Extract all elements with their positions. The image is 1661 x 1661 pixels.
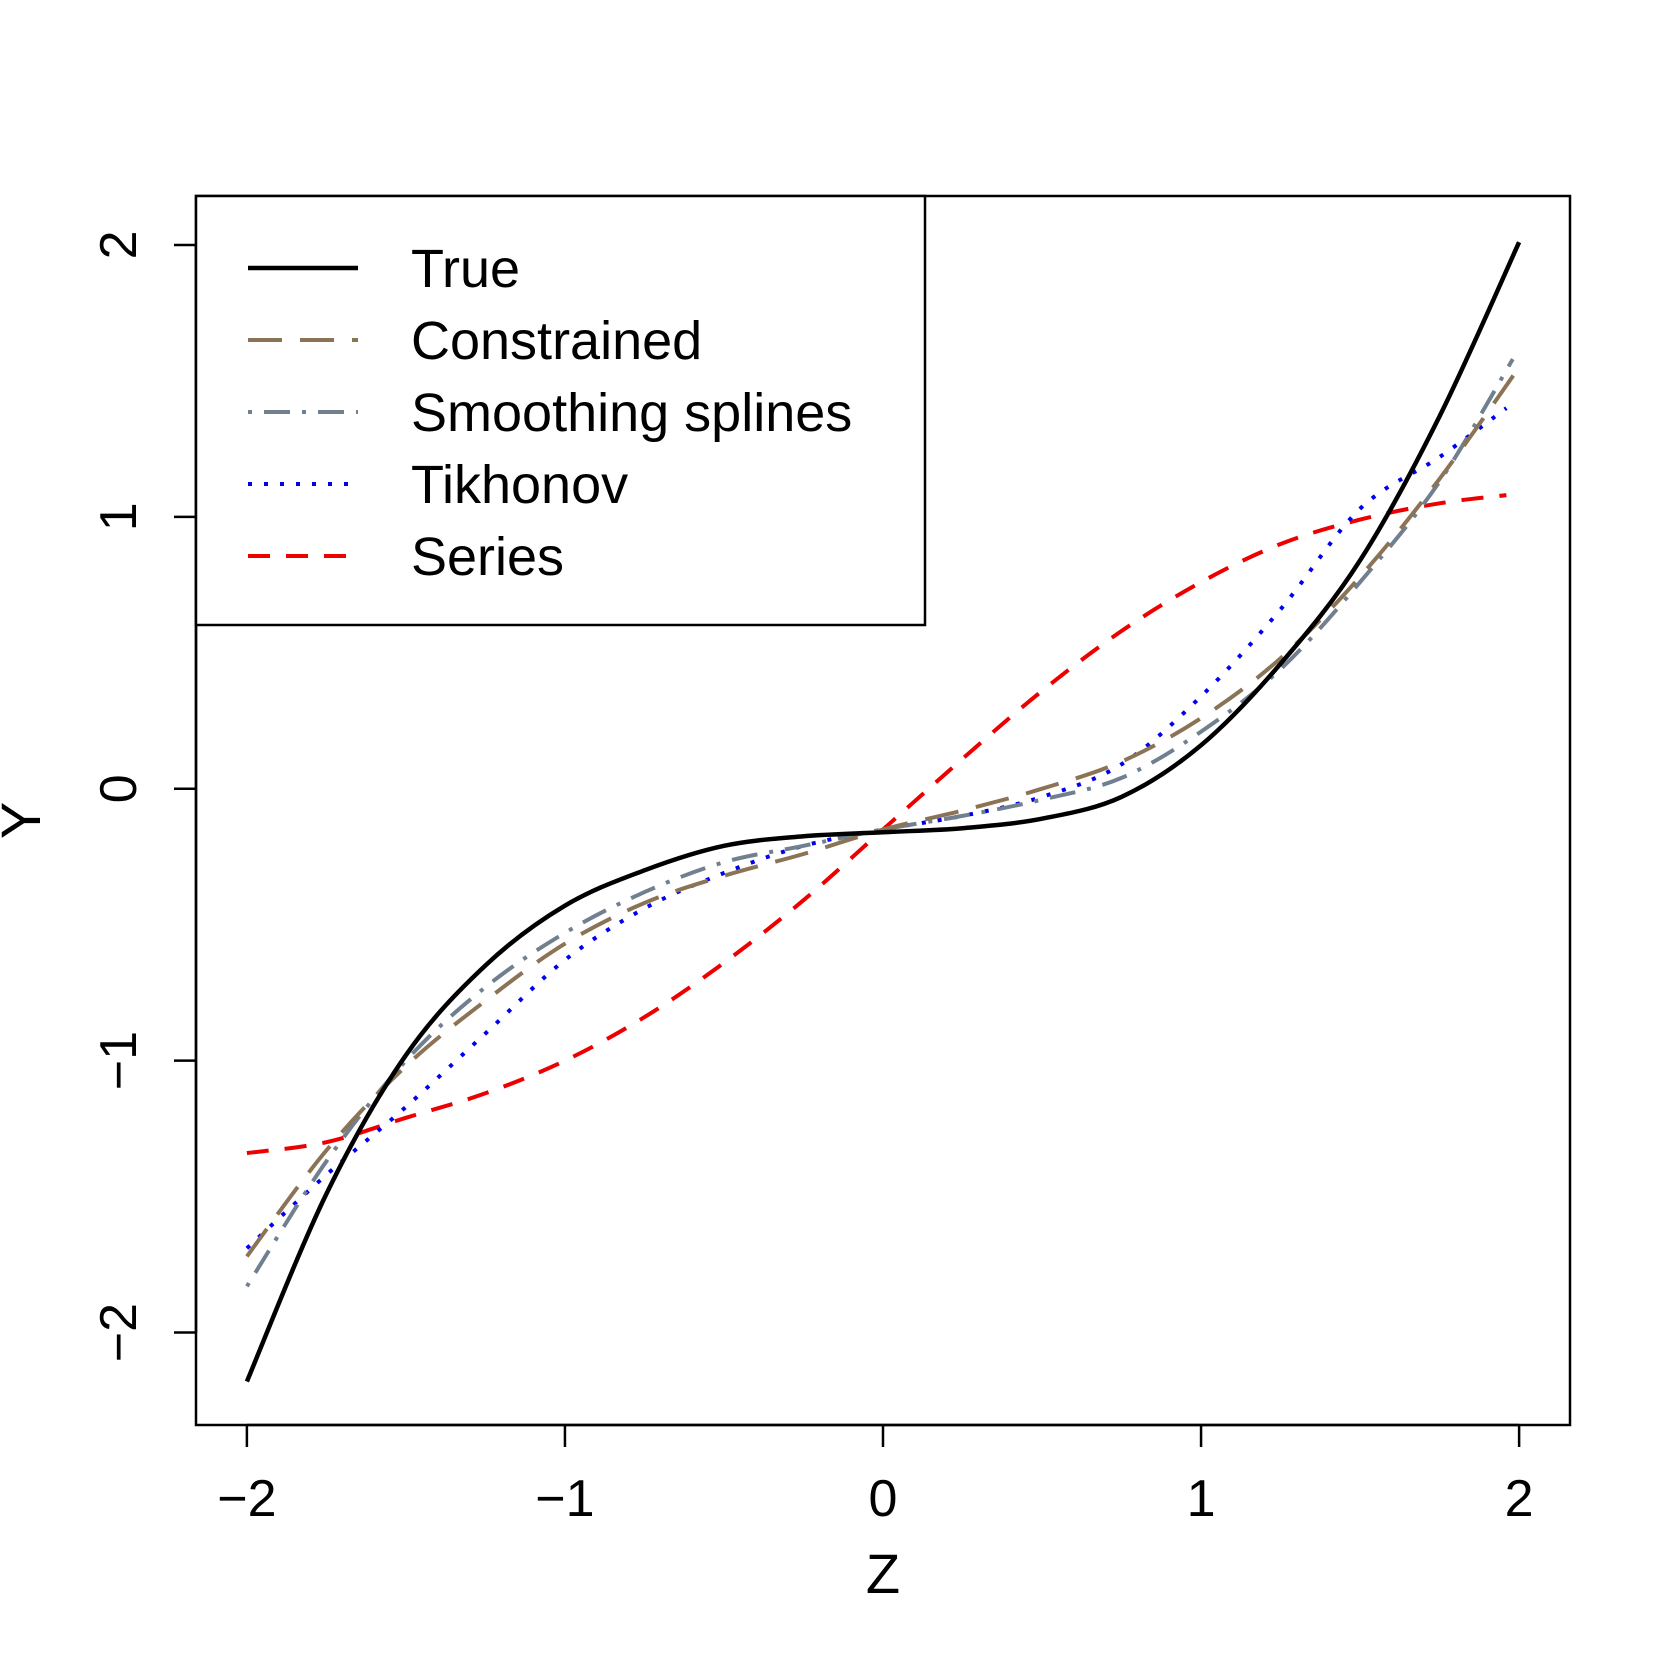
y-axis: −2 −1 0 1 2 [90,230,198,1362]
x-tick-label: 1 [1187,1470,1216,1528]
x-tick-label: −1 [535,1470,594,1528]
x-tick-label: 2 [1505,1470,1534,1528]
x-tick-label: 0 [869,1470,898,1528]
legend-label-series: Series [411,527,564,587]
y-tick-label: −2 [90,1303,148,1362]
legend-label-constrained: Constrained [411,311,702,371]
series-line-tikhonov [245,406,1508,1250]
series-line-true [244,241,1522,1383]
y-axis-label: Y [0,802,52,839]
series-layer [244,241,1522,1383]
series-line-smoothing-splines [245,358,1515,1288]
legend-label-smoothing-splines: Smoothing splines [411,383,852,443]
y-tick-label: −1 [90,1031,148,1090]
legend: True Constrained Smoothing splines Tikhonov… [194,194,927,627]
x-axis-label: Z [866,1542,900,1605]
legend-label-tikhonov: Tikhonov [411,455,628,515]
legend-label-true: True [411,239,520,299]
y-tick-label: 2 [90,230,148,259]
y-tick-label: 0 [90,774,148,803]
y-tick-label: 1 [90,502,148,531]
x-axis: −2 −1 0 1 2 [217,1423,1534,1528]
series-line-constrained [245,366,1521,1258]
x-tick-label: −2 [217,1470,276,1528]
